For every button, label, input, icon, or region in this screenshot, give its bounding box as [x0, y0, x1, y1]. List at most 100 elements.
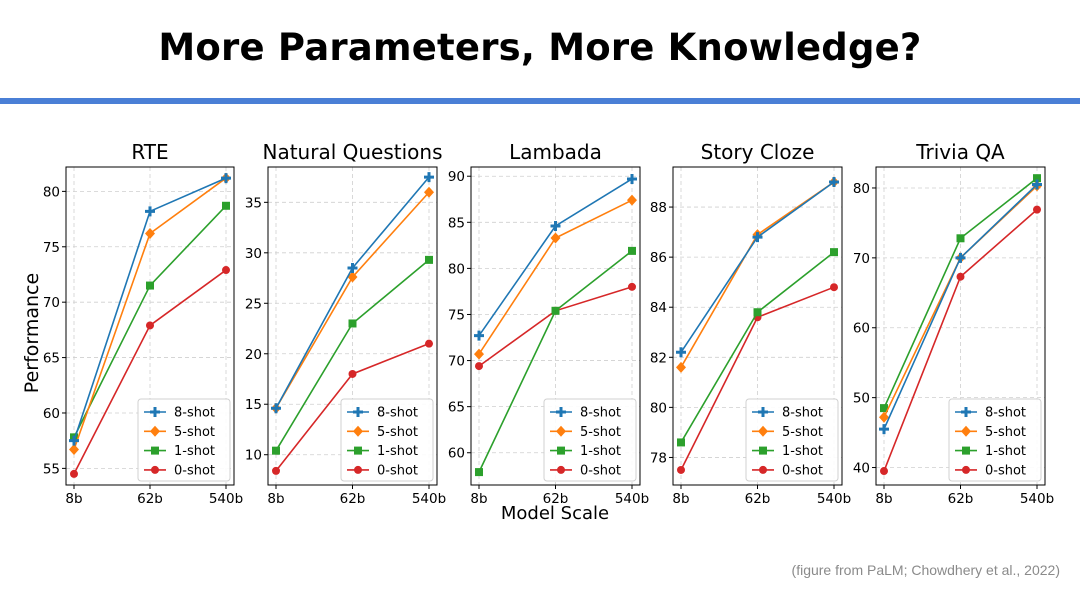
x-tick-label-lambada-2: 540b [615, 491, 649, 507]
point-trivia-qa-0-shot-0 [880, 467, 888, 476]
y-tick-label-lambada-0: 60 [448, 446, 465, 462]
point-trivia-qa-8-shot-0 [879, 424, 889, 435]
point-story-cloze-0-shot-2 [830, 283, 838, 292]
legend-label-trivia-qa-0-shot: 0-shot [985, 463, 1026, 478]
y-tick-label-story-cloze-0: 78 [650, 450, 667, 466]
x-tick-label-natural-questions-1: 62b [340, 491, 366, 507]
point-lambada-8-shot-1 [550, 220, 561, 231]
point-trivia-qa-5-shot-0 [879, 411, 889, 423]
legend-marker-trivia-qa-1-shot [962, 446, 970, 455]
legend-label-trivia-qa-1-shot: 1-shot [985, 444, 1026, 459]
point-rte-0-shot-2 [222, 266, 230, 275]
legend-box-lambada [543, 398, 637, 482]
point-rte-0-shot-1 [146, 321, 154, 330]
point-story-cloze-1-shot-1 [753, 308, 762, 317]
point-rte-0-shot-0 [70, 469, 78, 478]
chart-title-trivia-qa: Trivia QA [915, 140, 1005, 164]
x-tick-label-natural-questions-2: 540b [412, 491, 446, 507]
legend-marker-rte-0-shot [151, 465, 159, 474]
point-lambada-0-shot-2 [628, 282, 636, 291]
point-trivia-qa-1-shot-1 [956, 234, 965, 243]
legend-marker-story-cloze-1-shot [759, 446, 767, 455]
y-tick-label-natural-questions-1: 15 [245, 397, 262, 413]
y-tick-label-lambada-1: 65 [448, 400, 465, 416]
legend-marker-lambada-1-shot [557, 446, 565, 455]
y-tick-label-rte-4: 75 [43, 240, 60, 256]
y-tick-label-trivia-qa-0: 40 [853, 461, 870, 477]
y-tick-label-trivia-qa-4: 80 [853, 181, 870, 197]
legend-label-natural-questions-1-shot: 1-shot [377, 444, 418, 459]
legend-label-story-cloze-5-shot: 5-shot [782, 425, 823, 440]
x-tick-label-trivia-qa-2: 540b [1020, 491, 1054, 507]
legend-label-story-cloze-0-shot: 0-shot [782, 463, 823, 478]
legend-marker-lambada-0-shot [557, 465, 565, 474]
y-tick-label-lambada-2: 70 [448, 354, 465, 370]
legend-label-lambada-0-shot: 0-shot [580, 463, 621, 478]
chart-title-rte: RTE [131, 140, 168, 164]
y-tick-label-story-cloze-5: 88 [650, 200, 667, 216]
chart-title-natural-questions: Natural Questions [263, 140, 443, 164]
x-tick-label-lambada-0: 8b [470, 491, 487, 507]
figure-source-caption: (figure from PaLM; Chowdhery et al., 202… [791, 562, 1060, 578]
point-natural-questions-8-shot-2 [424, 172, 434, 183]
point-lambada-8-shot-2 [627, 173, 637, 184]
legend-marker-story-cloze-5-shot [758, 425, 768, 437]
point-trivia-qa-1-shot-2 [1033, 174, 1041, 183]
legend-story-cloze: 8-shot 5-shot 1-shot 0-shot [745, 398, 839, 482]
point-trivia-qa-0-shot-2 [1033, 205, 1041, 214]
point-natural-questions-5-shot-2 [424, 186, 434, 198]
y-tick-label-trivia-qa-3: 70 [853, 251, 870, 267]
legend-box-trivia-qa [948, 398, 1042, 482]
y-tick-label-trivia-qa-1: 50 [853, 391, 870, 407]
chart-lambada: Lambada 60 65 70 75 80 85 90 8b 62b 540b 8-shot 5-sh… [448, 140, 649, 507]
x-tick-label-rte-1: 62b [137, 491, 163, 507]
chart-natural-questions: Natural Questions 10 15 20 25 30 35 8b 62b 540b 8-… [245, 140, 446, 507]
legend-label-natural-questions-5-shot: 5-shot [377, 425, 418, 440]
legend-marker-natural-questions-1-shot [354, 446, 362, 455]
y-tick-label-lambada-5: 85 [448, 215, 465, 231]
legend-lambada: 8-shot 5-shot 1-shot 0-shot [543, 398, 637, 482]
point-story-cloze-8-shot-1 [752, 232, 763, 243]
legend-label-rte-5-shot: 5-shot [174, 425, 215, 440]
x-tick-label-story-cloze-0: 8b [672, 491, 689, 507]
y-tick-label-lambada-6: 90 [448, 169, 465, 185]
point-natural-questions-0-shot-2 [425, 339, 433, 348]
legend-label-lambada-1-shot: 1-shot [580, 444, 621, 459]
legend-label-rte-8-shot: 8-shot [174, 406, 215, 421]
legend-marker-rte-1-shot [151, 446, 159, 455]
legend-rte: 8-shot 5-shot 1-shot 0-shot [137, 398, 231, 482]
point-rte-8-shot-0 [69, 435, 79, 446]
point-natural-questions-0-shot-1 [348, 369, 357, 378]
x-tick-label-rte-2: 540b [209, 491, 243, 507]
y-tick-label-rte-0: 55 [43, 461, 60, 477]
point-trivia-qa-8-shot-2 [1032, 179, 1042, 190]
point-lambada-5-shot-2 [627, 194, 637, 206]
point-story-cloze-1-shot-0 [677, 438, 685, 447]
x-tick-label-trivia-qa-1: 62b [948, 491, 974, 507]
legend-marker-trivia-qa-8-shot [961, 407, 971, 417]
legend-marker-natural-questions-5-shot [353, 425, 363, 437]
point-story-cloze-0-shot-0 [677, 465, 685, 474]
chart-title-story-cloze: Story Cloze [701, 140, 815, 164]
legend-label-story-cloze-1-shot: 1-shot [782, 444, 823, 459]
point-natural-questions-1-shot-2 [425, 255, 433, 264]
legend-box-rte [137, 398, 231, 482]
legend-box-natural-questions [340, 398, 434, 482]
legend-marker-natural-questions-8-shot [353, 407, 363, 417]
legend-label-natural-questions-8-shot: 8-shot [377, 406, 418, 421]
chart-trivia-qa: Trivia QA 40 50 60 70 80 8b 62b 540b 8-shot 5-shot… [853, 140, 1054, 507]
legend-label-trivia-qa-5-shot: 5-shot [985, 425, 1026, 440]
legend-marker-rte-5-shot [150, 425, 160, 437]
point-natural-questions-5-shot-1 [347, 271, 358, 283]
legend-marker-lambada-8-shot [556, 407, 566, 417]
point-rte-1-shot-1 [146, 281, 154, 290]
legend-label-lambada-5-shot: 5-shot [580, 425, 621, 440]
point-lambada-5-shot-0 [474, 348, 484, 360]
y-tick-label-lambada-3: 75 [448, 307, 465, 323]
y-tick-label-story-cloze-3: 84 [650, 300, 667, 316]
legend-box-story-cloze [745, 398, 839, 482]
y-tick-label-trivia-qa-2: 60 [853, 321, 870, 337]
point-trivia-qa-0-shot-1 [956, 272, 965, 281]
legend-natural-questions: 8-shot 5-shot 1-shot 0-shot [340, 398, 434, 482]
point-rte-8-shot-2 [221, 173, 231, 184]
